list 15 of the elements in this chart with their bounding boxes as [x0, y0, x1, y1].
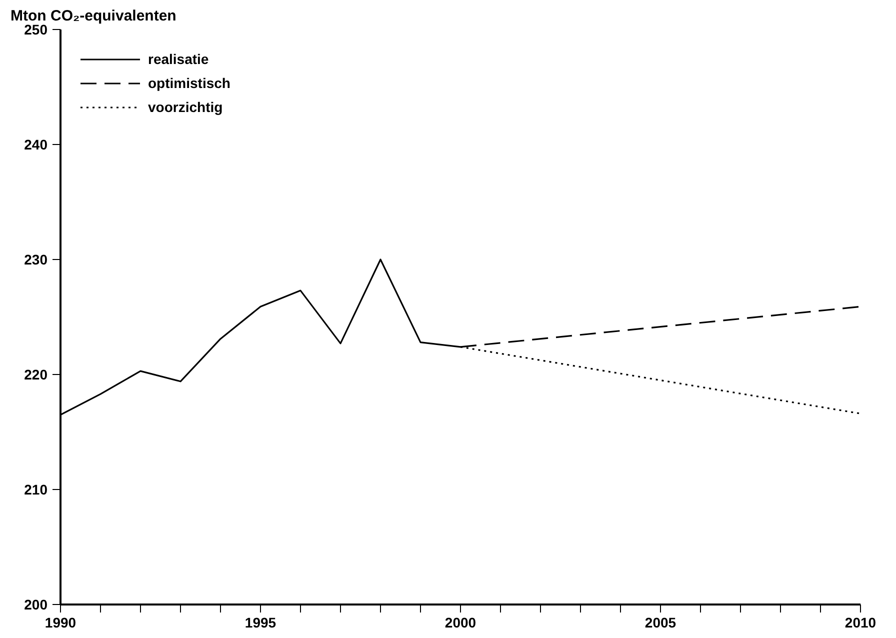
x-tick-label: 1995: [244, 614, 276, 630]
x-tick-label: 2005: [644, 614, 676, 630]
legend-label: voorzichtig: [148, 99, 223, 115]
x-tick-label: 1990: [44, 614, 76, 630]
y-tick-label: 240: [24, 136, 48, 152]
x-tick-label: 2000: [444, 614, 476, 630]
y-tick-label: 200: [24, 596, 48, 612]
x-tick-label: 2010: [844, 614, 876, 630]
y-tick-label: 220: [24, 366, 48, 382]
y-axis-title: Mton CO₂-equivalenten: [10, 8, 176, 24]
y-tick-label: 250: [24, 22, 48, 38]
y-tick-label: 230: [24, 252, 48, 268]
legend-label: optimistisch: [148, 75, 230, 91]
legend-label: realisatie: [148, 51, 209, 67]
y-tick-label: 210: [24, 482, 48, 498]
